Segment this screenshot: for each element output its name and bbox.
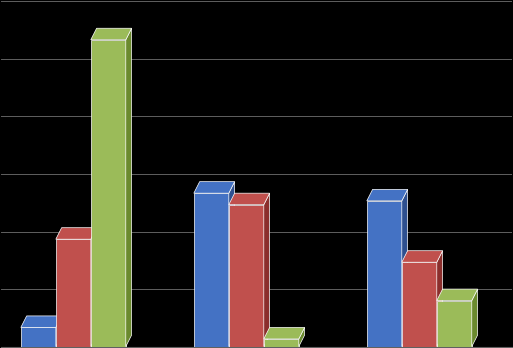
Polygon shape — [229, 193, 270, 205]
Bar — [437, 301, 472, 347]
Polygon shape — [472, 289, 478, 347]
Polygon shape — [437, 251, 443, 347]
Bar — [21, 327, 56, 347]
Polygon shape — [402, 189, 408, 347]
Polygon shape — [194, 182, 234, 193]
Bar — [56, 239, 91, 347]
Bar — [264, 339, 299, 347]
Polygon shape — [402, 251, 443, 262]
Bar — [402, 262, 437, 347]
Polygon shape — [21, 316, 62, 327]
Polygon shape — [264, 193, 270, 347]
Polygon shape — [126, 28, 132, 347]
Polygon shape — [91, 28, 132, 40]
Bar — [229, 205, 264, 347]
Polygon shape — [56, 228, 96, 239]
Polygon shape — [264, 327, 305, 339]
Bar — [91, 40, 126, 347]
Bar — [367, 201, 402, 347]
Polygon shape — [56, 316, 62, 347]
Polygon shape — [91, 228, 96, 347]
Bar — [194, 193, 229, 347]
Polygon shape — [437, 289, 478, 301]
Polygon shape — [229, 182, 234, 347]
Polygon shape — [367, 189, 408, 201]
Polygon shape — [299, 327, 305, 347]
